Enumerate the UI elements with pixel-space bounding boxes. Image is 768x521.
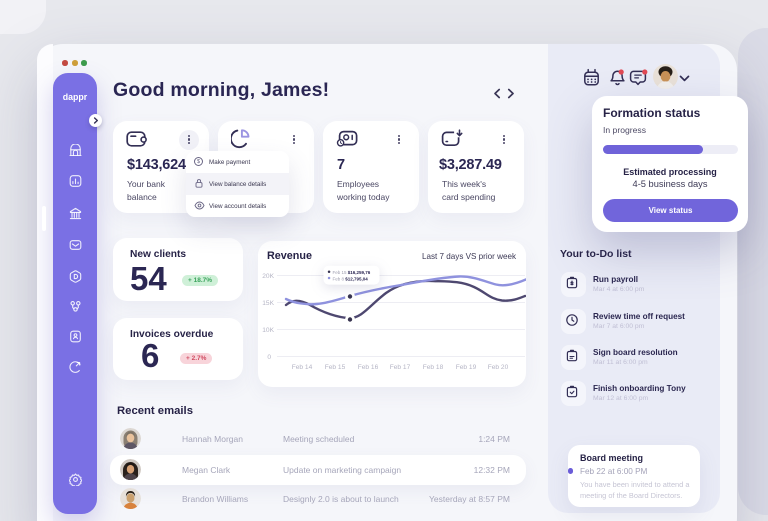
svg-text:Feb 14: Feb 14 (292, 364, 313, 371)
svg-text:20K: 20K (262, 273, 274, 280)
svg-text:Feb 15 $16,259,76: Feb 15 $16,259,76 (333, 270, 371, 275)
svg-text:0: 0 (267, 354, 271, 361)
svg-text:Feb 16: Feb 16 (358, 364, 379, 371)
svg-text:Feb 18: Feb 18 (423, 364, 444, 371)
svg-text:Feb 15: Feb 15 (325, 364, 346, 371)
svg-text:Feb 17: Feb 17 (390, 364, 411, 371)
svg-text:10K: 10K (262, 327, 274, 334)
svg-text:Feb 20: Feb 20 (488, 364, 509, 371)
svg-text:15K: 15K (262, 300, 274, 307)
svg-text:Feb 19: Feb 19 (456, 364, 477, 371)
svg-text:Feb 8 $12,795,04: Feb 8 $12,795,04 (333, 277, 369, 282)
